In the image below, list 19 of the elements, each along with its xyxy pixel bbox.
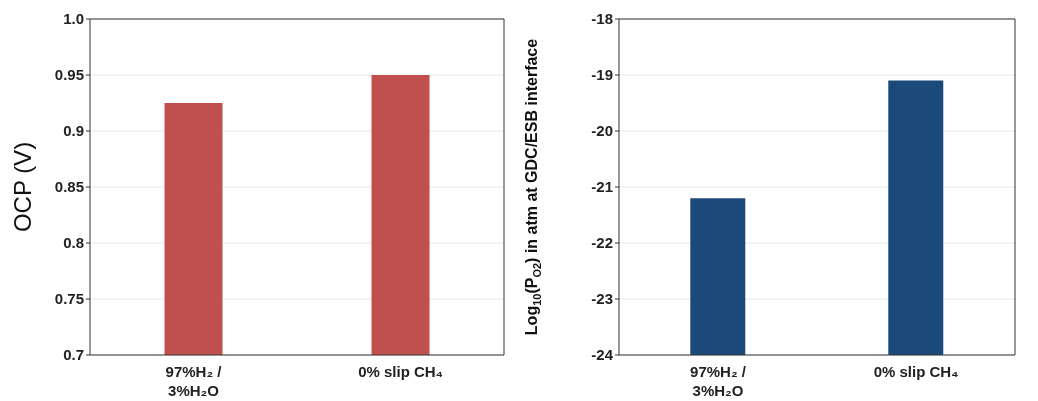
y-tick-label: 0.7 [63,346,84,364]
x-tick-label: 97%H₂ / 3%H₂O [690,363,747,399]
x-tick-label: 97%H₂ / 3%H₂O [165,363,223,399]
x-tick-label: 0% slip CH₄ [358,363,443,380]
y-tick-label: 0.95 [54,66,84,84]
y-tick-label: -23 [591,290,613,308]
y-axis-title: OCP (V) [8,141,36,233]
y-tick-label: -24 [591,346,614,364]
y-tick-label: 0.85 [54,178,84,196]
y-tick-label: -19 [591,66,613,84]
y-tick-label: 0.9 [63,122,84,140]
y-tick-label: 1.0 [63,10,84,28]
y-tick-label: -18 [591,10,613,28]
y-tick-label: -20 [591,122,613,140]
x-tick-label: 0% slip CH₄ [873,363,959,380]
y-tick-label: -22 [591,234,613,252]
y-tick-label: 0.75 [54,290,84,308]
y-tick-label: 0.8 [63,234,84,252]
y-tick-label: -21 [591,178,613,196]
